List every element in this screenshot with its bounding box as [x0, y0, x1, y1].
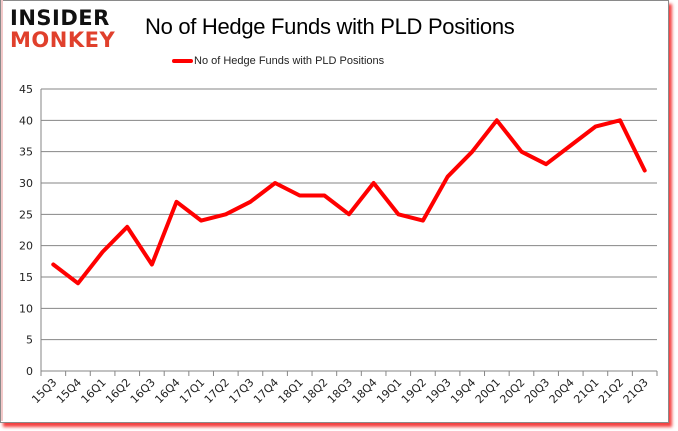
x-tick-label: 19Q4: [448, 376, 478, 406]
series-line: [51, 118, 647, 286]
legend-line-swatch: [172, 59, 193, 63]
legend-label: No of Hedge Funds with PLD Positions: [194, 55, 385, 67]
logo-line-2: MONKEY: [10, 28, 116, 52]
chart-title: No of Hedge Funds with PLD Positions: [145, 14, 515, 39]
x-tick-label: 21Q2: [596, 376, 626, 406]
y-tick-label: 35: [19, 146, 33, 159]
x-tick-label: 17Q1: [177, 376, 207, 406]
x-tick-label: 19Q2: [399, 376, 429, 406]
logo-line-1: INSIDER: [10, 6, 110, 30]
y-tick-label: 15: [19, 271, 33, 284]
x-tick-label: 16Q3: [128, 376, 158, 406]
x-tick-label: 18Q1: [276, 376, 306, 406]
x-tick-label: 21Q1: [571, 376, 601, 406]
y-tick-label: 30: [19, 177, 33, 190]
x-tick-label: 16Q1: [79, 376, 109, 406]
x-tick-label: 15Q4: [54, 376, 84, 406]
x-tick-label: 16Q4: [152, 376, 182, 406]
x-tick-label: 15Q3: [29, 376, 59, 406]
x-tick-label: 17Q2: [202, 376, 232, 406]
chart-legend: No of Hedge Funds with PLD Positions: [172, 55, 384, 67]
frame-accent: [1, 0, 3, 421]
y-tick-label: 0: [26, 365, 33, 378]
y-tick-label: 10: [19, 302, 33, 315]
y-tick-label: 40: [19, 114, 33, 127]
x-tick-label: 18Q2: [300, 376, 330, 406]
y-tick-label: 45: [19, 83, 33, 96]
x-tick-label: 16Q2: [103, 376, 133, 406]
x-tick-label: 18Q3: [325, 376, 355, 406]
chart-frame: [0, 0, 669, 423]
x-tick-label: 17Q3: [226, 376, 256, 406]
x-tick-label: 19Q3: [424, 376, 454, 406]
y-tick-label: 20: [19, 240, 33, 253]
x-tick-label: 21Q3: [621, 376, 651, 406]
y-tick-label: 25: [19, 208, 33, 221]
x-tick-label: 18Q4: [350, 376, 380, 406]
x-tick-label: 17Q4: [251, 376, 281, 406]
x-tick-label: 20Q2: [497, 376, 527, 406]
x-tick-label: 20Q3: [522, 376, 552, 406]
x-tick-label: 20Q1: [473, 376, 503, 406]
y-tick-label: 5: [26, 334, 33, 347]
x-tick-label: 20Q4: [547, 376, 577, 406]
insider-monkey-logo: INSIDER MONKEY: [10, 8, 125, 51]
x-tick-label: 19Q1: [374, 376, 404, 406]
